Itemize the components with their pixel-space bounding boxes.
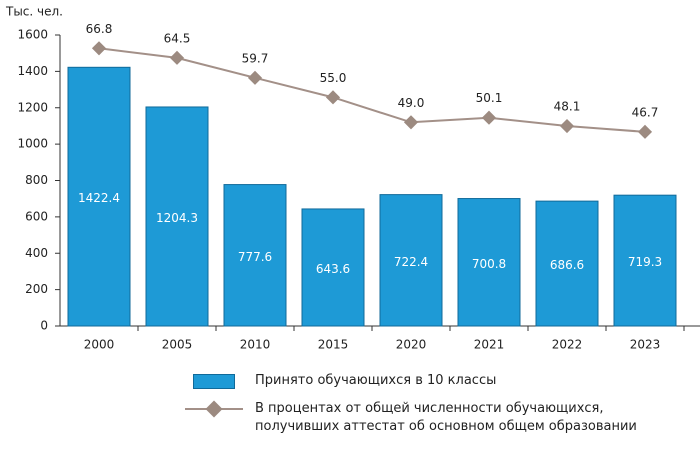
bar xyxy=(613,194,677,327)
line-marker xyxy=(481,110,497,125)
x-tick-label: 2023 xyxy=(630,338,661,352)
bar xyxy=(535,200,599,327)
y-tick-label: 1000 xyxy=(17,137,48,151)
line-value-label: 46.7 xyxy=(632,105,659,119)
y-tick-label: 0 xyxy=(40,319,48,333)
x-tick-label: 2015 xyxy=(318,338,349,352)
bar-value-label: 722.4 xyxy=(394,255,428,269)
line-marker xyxy=(247,70,263,85)
line-marker xyxy=(169,50,185,65)
x-tick-label: 2022 xyxy=(552,338,583,352)
bar-value-label: 1204.3 xyxy=(156,211,198,225)
legend-label: Принято обучающихся в 10 классы xyxy=(255,373,497,388)
chart: Тыс. чел. 0 200 400 600 800 1000 1200 1400 1600 2… xyxy=(5,5,700,352)
bar-value-label: 700.8 xyxy=(472,257,506,271)
bar xyxy=(457,198,521,327)
line xyxy=(98,47,646,133)
x-tick-label: 2000 xyxy=(84,338,115,352)
bar xyxy=(223,184,287,327)
y-tick-label: 800 xyxy=(25,173,48,187)
legend-line-key xyxy=(185,400,243,418)
bar-value-label: 643.6 xyxy=(316,262,350,276)
legend: Принято обучающихся в 10 классы В процен… xyxy=(185,372,675,446)
line-value-label: 59.7 xyxy=(242,51,269,65)
line-value-label: 48.1 xyxy=(554,100,581,114)
line-marker xyxy=(325,90,341,105)
line-value-label: 55.0 xyxy=(320,71,347,85)
legend-swatch xyxy=(193,374,235,389)
bar xyxy=(301,208,365,327)
legend-item: В процентах от общей численности обучающ… xyxy=(185,400,675,436)
bar-value-label: 719.3 xyxy=(628,255,662,269)
legend-key xyxy=(185,400,255,418)
line-marker xyxy=(403,115,419,130)
line-marker xyxy=(91,41,107,56)
y-tick-label: 1200 xyxy=(17,100,48,114)
bar-value-label: 1422.4 xyxy=(78,191,120,205)
line-value-label: 66.8 xyxy=(86,22,113,36)
line-value-label: 49.0 xyxy=(398,96,425,110)
line-value-label: 50.1 xyxy=(476,91,503,105)
x-tick-label: 2010 xyxy=(240,338,271,352)
y-axis-label: Тыс. чел. xyxy=(5,5,63,19)
y-tick-label: 1600 xyxy=(17,28,48,42)
y-tick-label: 1400 xyxy=(17,64,48,78)
x-tick-label: 2020 xyxy=(396,338,427,352)
line-value-label: 64.5 xyxy=(164,31,191,45)
legend-item: Принято обучающихся в 10 классы xyxy=(185,372,675,390)
legend-label: В процентах от общей численности обучающ… xyxy=(255,401,637,434)
bar xyxy=(67,66,131,327)
x-tick-label: 2005 xyxy=(162,338,193,352)
x-tick-label: 2021 xyxy=(474,338,505,352)
y-tick-label: 200 xyxy=(25,282,48,296)
y-tick-label: 600 xyxy=(25,209,48,223)
bar xyxy=(145,106,209,327)
line-marker xyxy=(559,118,575,134)
bar xyxy=(379,194,443,327)
legend-marker xyxy=(205,400,223,418)
bar-value-label: 777.6 xyxy=(238,250,272,264)
legend-key xyxy=(185,372,255,390)
y-tick-label: 400 xyxy=(25,246,48,260)
line-marker xyxy=(637,124,653,139)
bar-value-label: 686.6 xyxy=(550,258,584,272)
